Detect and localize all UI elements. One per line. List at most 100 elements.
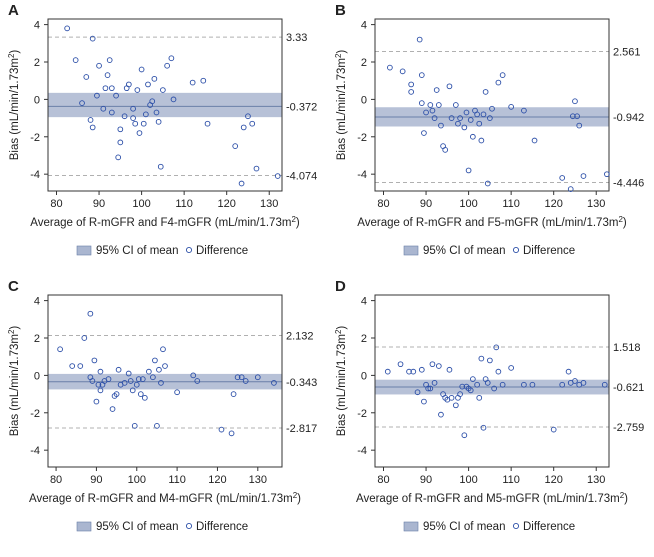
data-point xyxy=(106,57,113,63)
data-point xyxy=(580,173,587,179)
x-tick-label: 80 xyxy=(377,198,389,210)
plot-frame xyxy=(47,294,283,468)
data-point xyxy=(425,385,432,392)
data-point xyxy=(95,381,102,388)
x-tick-label: 80 xyxy=(50,474,62,486)
data-point xyxy=(416,36,423,43)
data-point xyxy=(156,366,162,373)
data-point xyxy=(96,62,102,69)
legend-ci-label: 95% CI of mean xyxy=(423,245,505,257)
legend-point-swatch xyxy=(185,522,193,530)
lower-loa-label: -4.446 xyxy=(613,178,644,190)
data-point xyxy=(508,104,514,110)
x-tick-label: 80 xyxy=(377,474,389,486)
y-tick-label: -4 xyxy=(357,445,367,457)
x-tick-label: 130 xyxy=(587,474,605,486)
data-point xyxy=(140,120,147,127)
data-point xyxy=(254,374,261,381)
data-point xyxy=(131,423,138,429)
y-tick-label: 2 xyxy=(34,333,40,345)
data-point xyxy=(550,426,557,433)
x-tick-label: 100 xyxy=(459,198,477,210)
data-point xyxy=(189,79,196,86)
y-tick-label: 4 xyxy=(34,20,40,32)
y-tick-label: -2 xyxy=(357,132,367,144)
data-point xyxy=(238,374,245,381)
data-point xyxy=(160,87,166,93)
data-point xyxy=(125,370,132,377)
data-point xyxy=(162,363,168,369)
data-point xyxy=(72,57,79,63)
data-point xyxy=(158,380,164,386)
data-point xyxy=(155,118,162,125)
data-point xyxy=(574,113,580,120)
data-point xyxy=(151,75,158,82)
data-point xyxy=(168,55,175,62)
data-point xyxy=(467,117,474,123)
data-point xyxy=(117,139,124,146)
y-tick-label: 0 xyxy=(361,94,367,106)
x-axis-title-sup: 2 xyxy=(618,215,623,224)
lower-loa-label: -2.817 xyxy=(286,423,317,435)
data-point xyxy=(418,366,425,373)
data-point xyxy=(461,432,468,439)
upper-loa-label: 2.132 xyxy=(286,331,314,343)
data-point xyxy=(89,35,96,42)
data-point xyxy=(271,380,277,386)
data-point xyxy=(429,107,436,114)
legend-ci-swatch xyxy=(76,245,92,256)
data-point xyxy=(474,111,480,118)
legend-point-label: Difference xyxy=(523,245,575,257)
x-tick-label: 90 xyxy=(420,474,432,486)
data-point xyxy=(499,72,506,78)
x-axis-title: Average of R-mGFR and M5-mGFR (mL/min/1.… xyxy=(356,491,628,506)
data-point xyxy=(94,92,100,99)
data-point xyxy=(493,344,500,351)
x-tick-label: 120 xyxy=(545,198,563,210)
x-tick-label: 100 xyxy=(128,474,146,486)
data-point xyxy=(431,115,438,121)
data-point xyxy=(478,355,485,362)
data-point xyxy=(150,374,156,381)
data-point xyxy=(418,72,425,78)
x-tick-label: 110 xyxy=(168,474,186,486)
data-point xyxy=(457,115,463,121)
mean-label: -0.621 xyxy=(613,382,644,394)
x-tick-label: 100 xyxy=(459,474,477,486)
data-point xyxy=(476,394,483,401)
data-point xyxy=(427,102,434,108)
data-point xyxy=(91,357,98,364)
data-point xyxy=(130,115,136,121)
data-point xyxy=(234,374,241,381)
data-point xyxy=(487,357,493,364)
x-tick-label: 120 xyxy=(545,474,563,486)
data-point xyxy=(484,380,491,386)
data-point xyxy=(274,173,281,179)
y-tick-label: 2 xyxy=(34,57,40,69)
data-point xyxy=(499,381,506,388)
data-point xyxy=(108,85,115,92)
y-tick-label: 2 xyxy=(361,57,367,69)
data-point xyxy=(64,25,70,32)
data-point xyxy=(97,387,104,394)
data-point xyxy=(470,133,476,140)
data-point xyxy=(418,100,425,106)
data-point xyxy=(157,163,164,170)
y-tick-label: 0 xyxy=(34,94,40,106)
data-point xyxy=(97,368,104,375)
data-point xyxy=(115,154,122,161)
data-point xyxy=(125,81,132,88)
data-point xyxy=(476,120,483,127)
legend-point-swatch xyxy=(185,246,193,254)
data-point xyxy=(139,376,146,382)
data-point xyxy=(127,378,134,384)
data-point xyxy=(242,378,249,384)
data-point xyxy=(429,361,436,368)
y-axis-title: Bias (mL/min/1.73m2) xyxy=(334,50,349,161)
x-axis-title: Average of R-mGFR and F4-mGFR (mL/min/1.… xyxy=(30,215,300,230)
data-point xyxy=(130,105,136,112)
data-point xyxy=(170,96,177,103)
data-point xyxy=(529,381,536,388)
data-point xyxy=(204,120,211,127)
